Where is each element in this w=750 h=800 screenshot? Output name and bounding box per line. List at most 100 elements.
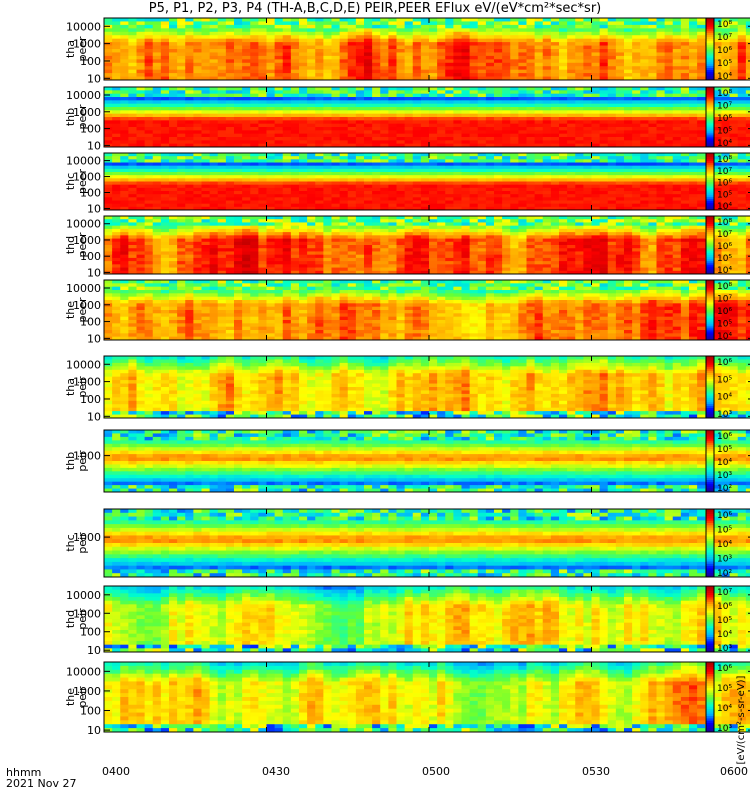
colorbar-tick-label: 10⁵ (717, 59, 732, 69)
colorbar-tick-label: 10⁷ (717, 102, 732, 112)
panel-label: thbpeer (64, 104, 89, 130)
x-tick-label-0400: 0400 (96, 765, 136, 778)
panel-label: thepeer (64, 297, 89, 323)
panel-label-species: peer (76, 169, 89, 195)
y-tick-label: 10000 (66, 155, 101, 168)
y-tick-label: 10000 (66, 665, 101, 678)
panel-label: thdpeer (64, 232, 89, 258)
colorbar-tha_peer: 10⁴ 10⁵ 10⁶ 10⁷ 10⁸ (706, 18, 732, 82)
panel-label-species: peir (76, 532, 89, 554)
y-tick-label: 10000 (66, 20, 101, 33)
colorbar-tick-label: 10⁶ (717, 46, 732, 56)
y-tick-label: 10 (87, 266, 101, 279)
colorbar-tick-label: 10⁴ (717, 266, 732, 276)
colorbar-tick-label: 10⁴ (717, 630, 732, 640)
colorbar-tick-label: 10⁶ (717, 179, 732, 189)
colorbar-tick-label: 10⁴ (717, 393, 732, 403)
colorbar-thd_peir: 10³ 10⁴ 10⁵ 10⁶ 10⁷ (706, 586, 732, 654)
y-tick-label: 10 (87, 72, 101, 85)
panel-label: thepeir (64, 686, 89, 708)
colorbar-tick-label: 10³ (717, 410, 732, 420)
x-axis-date: 2021 Nov 27 (6, 777, 76, 790)
colorbar-tick-label: 10⁵ (717, 684, 732, 694)
colorbar-tick-label: 10³ (717, 471, 732, 481)
y-tick-label: 10000 (66, 218, 101, 231)
colorbar-tick-label: 10³ (717, 644, 732, 654)
colorbar-tick-label: 10⁴ (717, 704, 732, 714)
colorbar-tick-label: 10⁷ (717, 230, 732, 240)
colorbar-tick-label: 10⁷ (717, 588, 732, 598)
colorbar-tick-label: 10⁴ (717, 458, 732, 468)
colorbar-tick-label: 10⁵ (717, 254, 732, 264)
colorbar-tick-label: 10⁶ (717, 242, 732, 252)
panel-label-species: peer (76, 232, 89, 258)
panel-label-species: peer (76, 36, 89, 62)
colorbar-tick-label: 10⁷ (717, 295, 732, 305)
panel-label: thcpeer (64, 169, 89, 195)
colorbar-tick-label: 10⁴ (717, 202, 732, 212)
colorbar-tick-label: 10⁴ (717, 139, 732, 149)
panel-label-species: peer (76, 297, 89, 323)
colorbar-tick-label: 10² (717, 569, 732, 579)
colorbar-tick-label: 10⁴ (717, 540, 732, 550)
y-tick-label: 10000 (66, 589, 101, 602)
colorbar-tick-label: 10⁵ (717, 320, 732, 330)
colorbar-tick-label: 10⁷ (717, 33, 732, 43)
panel-label: thapeir (64, 376, 89, 398)
spectrogram-stack: 10100100010000thapeer10⁴10⁵10⁶10⁷10⁸1010… (0, 0, 750, 800)
colorbar-tick-label: 10⁶ (717, 664, 732, 674)
colorbar-tick-label: 10⁶ (717, 114, 732, 124)
colorbar-tick-label: 10⁴ (717, 332, 732, 342)
colorbar-tick-label: 10⁵ (717, 445, 732, 455)
y-tick-label: 10000 (66, 358, 101, 371)
colorbar-unit-label: [eV/(cm²-s-sr-eV)] (736, 675, 747, 764)
colorbar-tick-label: 10⁶ (717, 602, 732, 612)
colorbar-tick-label: 10⁸ (717, 89, 732, 99)
panel-label: thdpeir (64, 608, 89, 630)
colorbar-tick-label: 10³ (717, 555, 732, 565)
y-tick-label: 10 (87, 139, 101, 152)
colorbar-tick-label: 10⁵ (717, 127, 732, 137)
colorbar-tick-label: 10⁵ (717, 616, 732, 626)
colorbar-tick-label: 10⁸ (717, 282, 732, 292)
x-tick-label-0600: 0600 (714, 765, 750, 778)
panel-label-species: peir (76, 686, 89, 708)
colorbar-thd_peer: 10⁴ 10⁵ 10⁶ 10⁷ 10⁸ (706, 216, 732, 276)
panel-label-species: peer (76, 104, 89, 130)
x-tick-label-0530: 0530 (576, 765, 616, 778)
panel-label-species: peir (76, 608, 89, 630)
colorbar-tick-label: 10⁸ (717, 218, 732, 228)
x-tick-label-0430: 0430 (256, 765, 296, 778)
panel-label-species: peir (76, 376, 89, 398)
panel-label: thcpeir (64, 532, 89, 554)
colorbar-tick-label: 10⁶ (717, 358, 732, 368)
y-tick-label: 10000 (66, 282, 101, 295)
colorbar-tick-label: 10⁶ (717, 511, 732, 521)
colorbar-tick-label: 10⁵ (717, 526, 732, 536)
x-tick-label-0500: 0500 (416, 765, 456, 778)
y-tick-label: 10 (87, 332, 101, 345)
colorbar-tick-label: 10⁷ (717, 167, 732, 177)
colorbar-thc_peir: 10² 10³ 10⁴ 10⁵ 10⁶ (706, 509, 732, 579)
y-tick-label: 10 (87, 644, 101, 657)
colorbar-tick-label: 10² (717, 484, 732, 494)
colorbar-tick-label: 10⁸ (717, 20, 732, 30)
y-tick-label: 10 (87, 724, 101, 737)
panel-label: thbpeir (64, 450, 89, 472)
colorbar-tick-label: 10⁵ (717, 375, 732, 385)
colorbar-tick-label: 10⁴ (717, 72, 732, 82)
panel-label: thapeer (64, 36, 89, 62)
colorbar-tick-label: 10⁸ (717, 155, 732, 165)
